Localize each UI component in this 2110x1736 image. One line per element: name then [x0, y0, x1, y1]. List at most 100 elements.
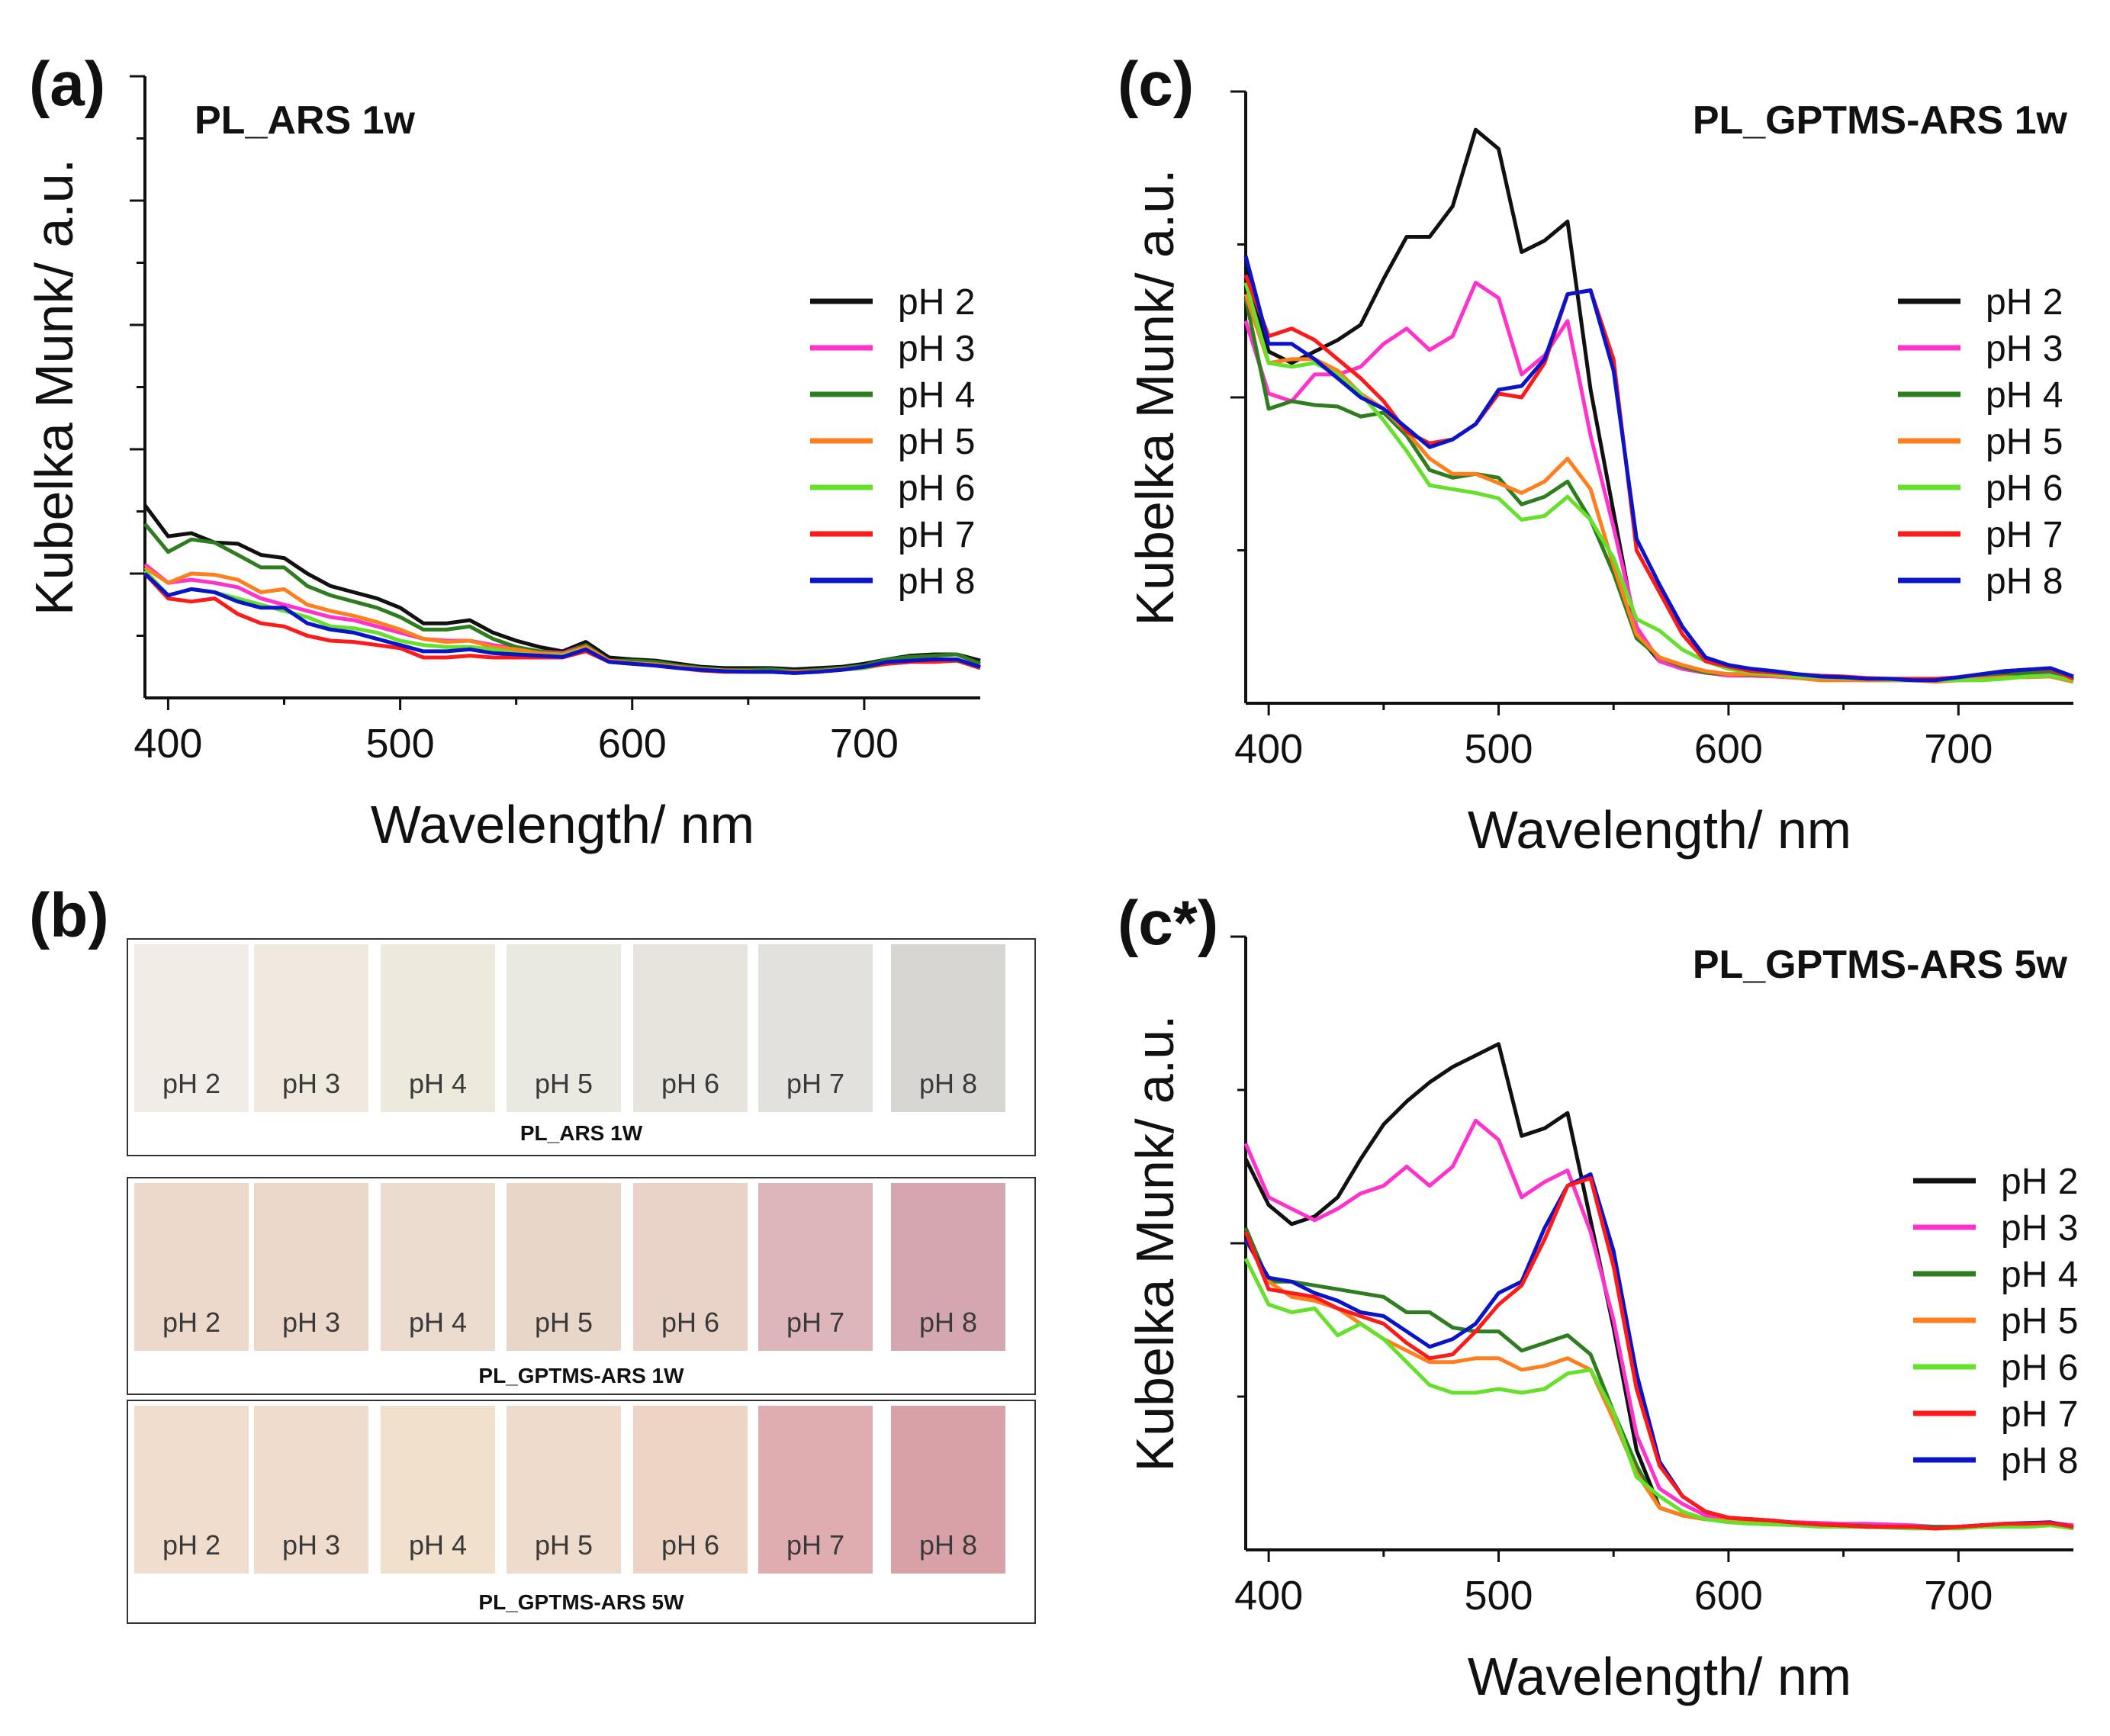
chart-title: PL_GPTMS-ARS 5w	[1693, 943, 2068, 987]
legend-label: pH 7	[1986, 515, 2063, 555]
swatch-group: pH 2 pH 3 pH 4 pH 5 pH 6 pH 7 pH 8 PL_ARS 1W	[127, 938, 1036, 1156]
legend-label: pH 2	[2001, 1162, 2078, 1202]
swatch-label: pH 5	[534, 1529, 593, 1561]
color-swatch: pH 6	[633, 1406, 748, 1574]
panel-label-cstar: (c*)	[1118, 889, 1219, 958]
swatch-caption: PL_GPTMS-ARS 5W	[478, 1590, 684, 1614]
x-tick-label: 700	[1924, 726, 1993, 772]
series-line-ph3	[1243, 281, 2074, 683]
swatch-label: pH 7	[786, 1529, 845, 1561]
color-swatch: pH 5	[507, 944, 621, 1112]
chart-a: 400 500 600 700 Wavelength/ nm Kubelka Munk/ …	[24, 75, 981, 854]
legend-label: pH 5	[2001, 1301, 2078, 1342]
swatch-label: pH 3	[281, 1529, 341, 1561]
color-swatch: pH 2	[134, 1183, 249, 1351]
swatch-label: pH 2	[162, 1529, 221, 1561]
legend-label: pH 7	[2001, 1394, 2078, 1435]
series-line-ph8	[1243, 255, 2074, 683]
color-swatch: pH 2	[134, 1406, 249, 1574]
x-tick-label: 700	[1924, 1573, 1993, 1619]
swatch-label: pH 5	[534, 1307, 593, 1338]
swatch-label: pH 6	[661, 1068, 720, 1099]
legend-label: pH 4	[2001, 1255, 2078, 1295]
y-axis-title: Kubelka Munk/ a.u.	[1125, 1014, 1185, 1471]
swatch-label: pH 6	[661, 1529, 720, 1561]
swatch-label: pH 3	[281, 1068, 341, 1099]
swatch-label: pH 4	[408, 1307, 468, 1338]
legend-label: pH 6	[1986, 468, 2063, 509]
color-swatch: pH 8	[891, 1183, 1005, 1351]
y-axis-title: Kubelka Munk/ a.u.	[24, 159, 84, 616]
color-swatch: pH 4	[381, 1183, 495, 1351]
swatch-label: pH 8	[918, 1529, 978, 1561]
legend-label: pH 6	[2001, 1348, 2078, 1388]
legend-label: pH 4	[1986, 375, 2063, 416]
swatch-label: pH 2	[162, 1307, 221, 1338]
color-swatch: pH 6	[633, 1183, 748, 1351]
x-tick-label: 400	[1234, 726, 1303, 772]
x-tick-label: 600	[598, 721, 667, 767]
panel-label-b: (b)	[29, 881, 109, 950]
legend-label: pH 7	[898, 515, 975, 555]
swatch-label: pH 4	[408, 1529, 468, 1561]
legend-label: pH 3	[2001, 1208, 2078, 1249]
legend-label: pH 8	[1986, 561, 2063, 602]
series-line-ph8	[143, 572, 981, 675]
swatch-label: pH 5	[534, 1068, 593, 1099]
legend-label: pH 5	[898, 422, 975, 462]
color-swatch: pH 3	[254, 1183, 368, 1351]
x-tick-label: 500	[1464, 726, 1533, 772]
swatch-label: pH 7	[786, 1307, 845, 1338]
color-swatch: pH 8	[891, 944, 1005, 1112]
legend-label: pH 3	[1986, 329, 2063, 369]
swatch-caption: PL_ARS 1W	[519, 1121, 643, 1145]
chart-title: PL_ARS 1w	[195, 98, 416, 143]
swatch-label: pH 7	[786, 1068, 845, 1099]
chart-c: 400 500 600 700 Wavelength/ nm Kubelka Munk/ …	[1125, 90, 2075, 860]
color-swatch: pH 7	[758, 1183, 873, 1351]
swatch-label: pH 4	[408, 1068, 468, 1099]
x-axis-title: Wavelength/ nm	[1468, 1647, 1851, 1706]
color-swatch: pH 7	[758, 944, 873, 1112]
color-swatch: pH 3	[254, 1406, 368, 1574]
color-swatch: pH 2	[134, 944, 249, 1112]
color-swatch: pH 5	[507, 1406, 621, 1574]
chart-cstar: 400 500 600 700 Wavelength/ nm Kubelka Munk/ …	[1125, 935, 2078, 1706]
swatch-label: pH 3	[281, 1307, 341, 1338]
panel-label-c: (c)	[1118, 50, 1195, 119]
color-swatch: pH 5	[507, 1183, 621, 1351]
series-line-ph4	[143, 522, 981, 674]
legend-label: pH 8	[898, 561, 975, 602]
swatch-group: pH 2 pH 3 pH 4 pH 5 pH 6 pH 7 pH 8 PL_GPTMS-ARS…	[127, 1400, 1036, 1624]
x-tick-label: 700	[830, 721, 899, 767]
x-tick-label: 600	[1694, 1573, 1763, 1619]
legend-label: pH 2	[1986, 282, 2063, 323]
x-tick-label: 500	[1464, 1573, 1533, 1619]
color-swatch: pH 6	[633, 944, 748, 1112]
x-axis-title: Wavelength/ nm	[371, 795, 754, 854]
legend-label: pH 8	[2001, 1441, 2078, 1481]
x-tick-label: 400	[133, 721, 202, 767]
x-tick-label: 600	[1694, 726, 1763, 772]
y-axis-title: Kubelka Munk/ a.u.	[1125, 169, 1185, 625]
swatch-label: pH 8	[918, 1307, 978, 1338]
color-swatch: pH 8	[891, 1406, 1005, 1574]
legend-label: pH 4	[898, 375, 975, 416]
series-line-ph7	[1243, 274, 2074, 681]
swatch-caption: PL_GPTMS-ARS 1W	[478, 1364, 684, 1387]
x-tick-label: 500	[366, 721, 435, 767]
legend-label: pH 5	[1986, 422, 2063, 462]
color-swatch: pH 4	[381, 1406, 495, 1574]
swatch-label: pH 2	[162, 1068, 221, 1099]
series-line-ph7	[1243, 1176, 2074, 1531]
color-swatch: pH 4	[381, 944, 495, 1112]
color-swatch: pH 3	[254, 944, 368, 1112]
series-line-ph6	[1243, 281, 2074, 683]
series-line-ph2	[143, 503, 981, 671]
color-swatch: pH 7	[758, 1406, 873, 1574]
x-axis-title: Wavelength/ nm	[1468, 800, 1851, 860]
legend-label: pH 3	[898, 329, 975, 369]
swatch-label: pH 6	[661, 1307, 720, 1338]
panel-label-a: (a)	[29, 50, 106, 119]
